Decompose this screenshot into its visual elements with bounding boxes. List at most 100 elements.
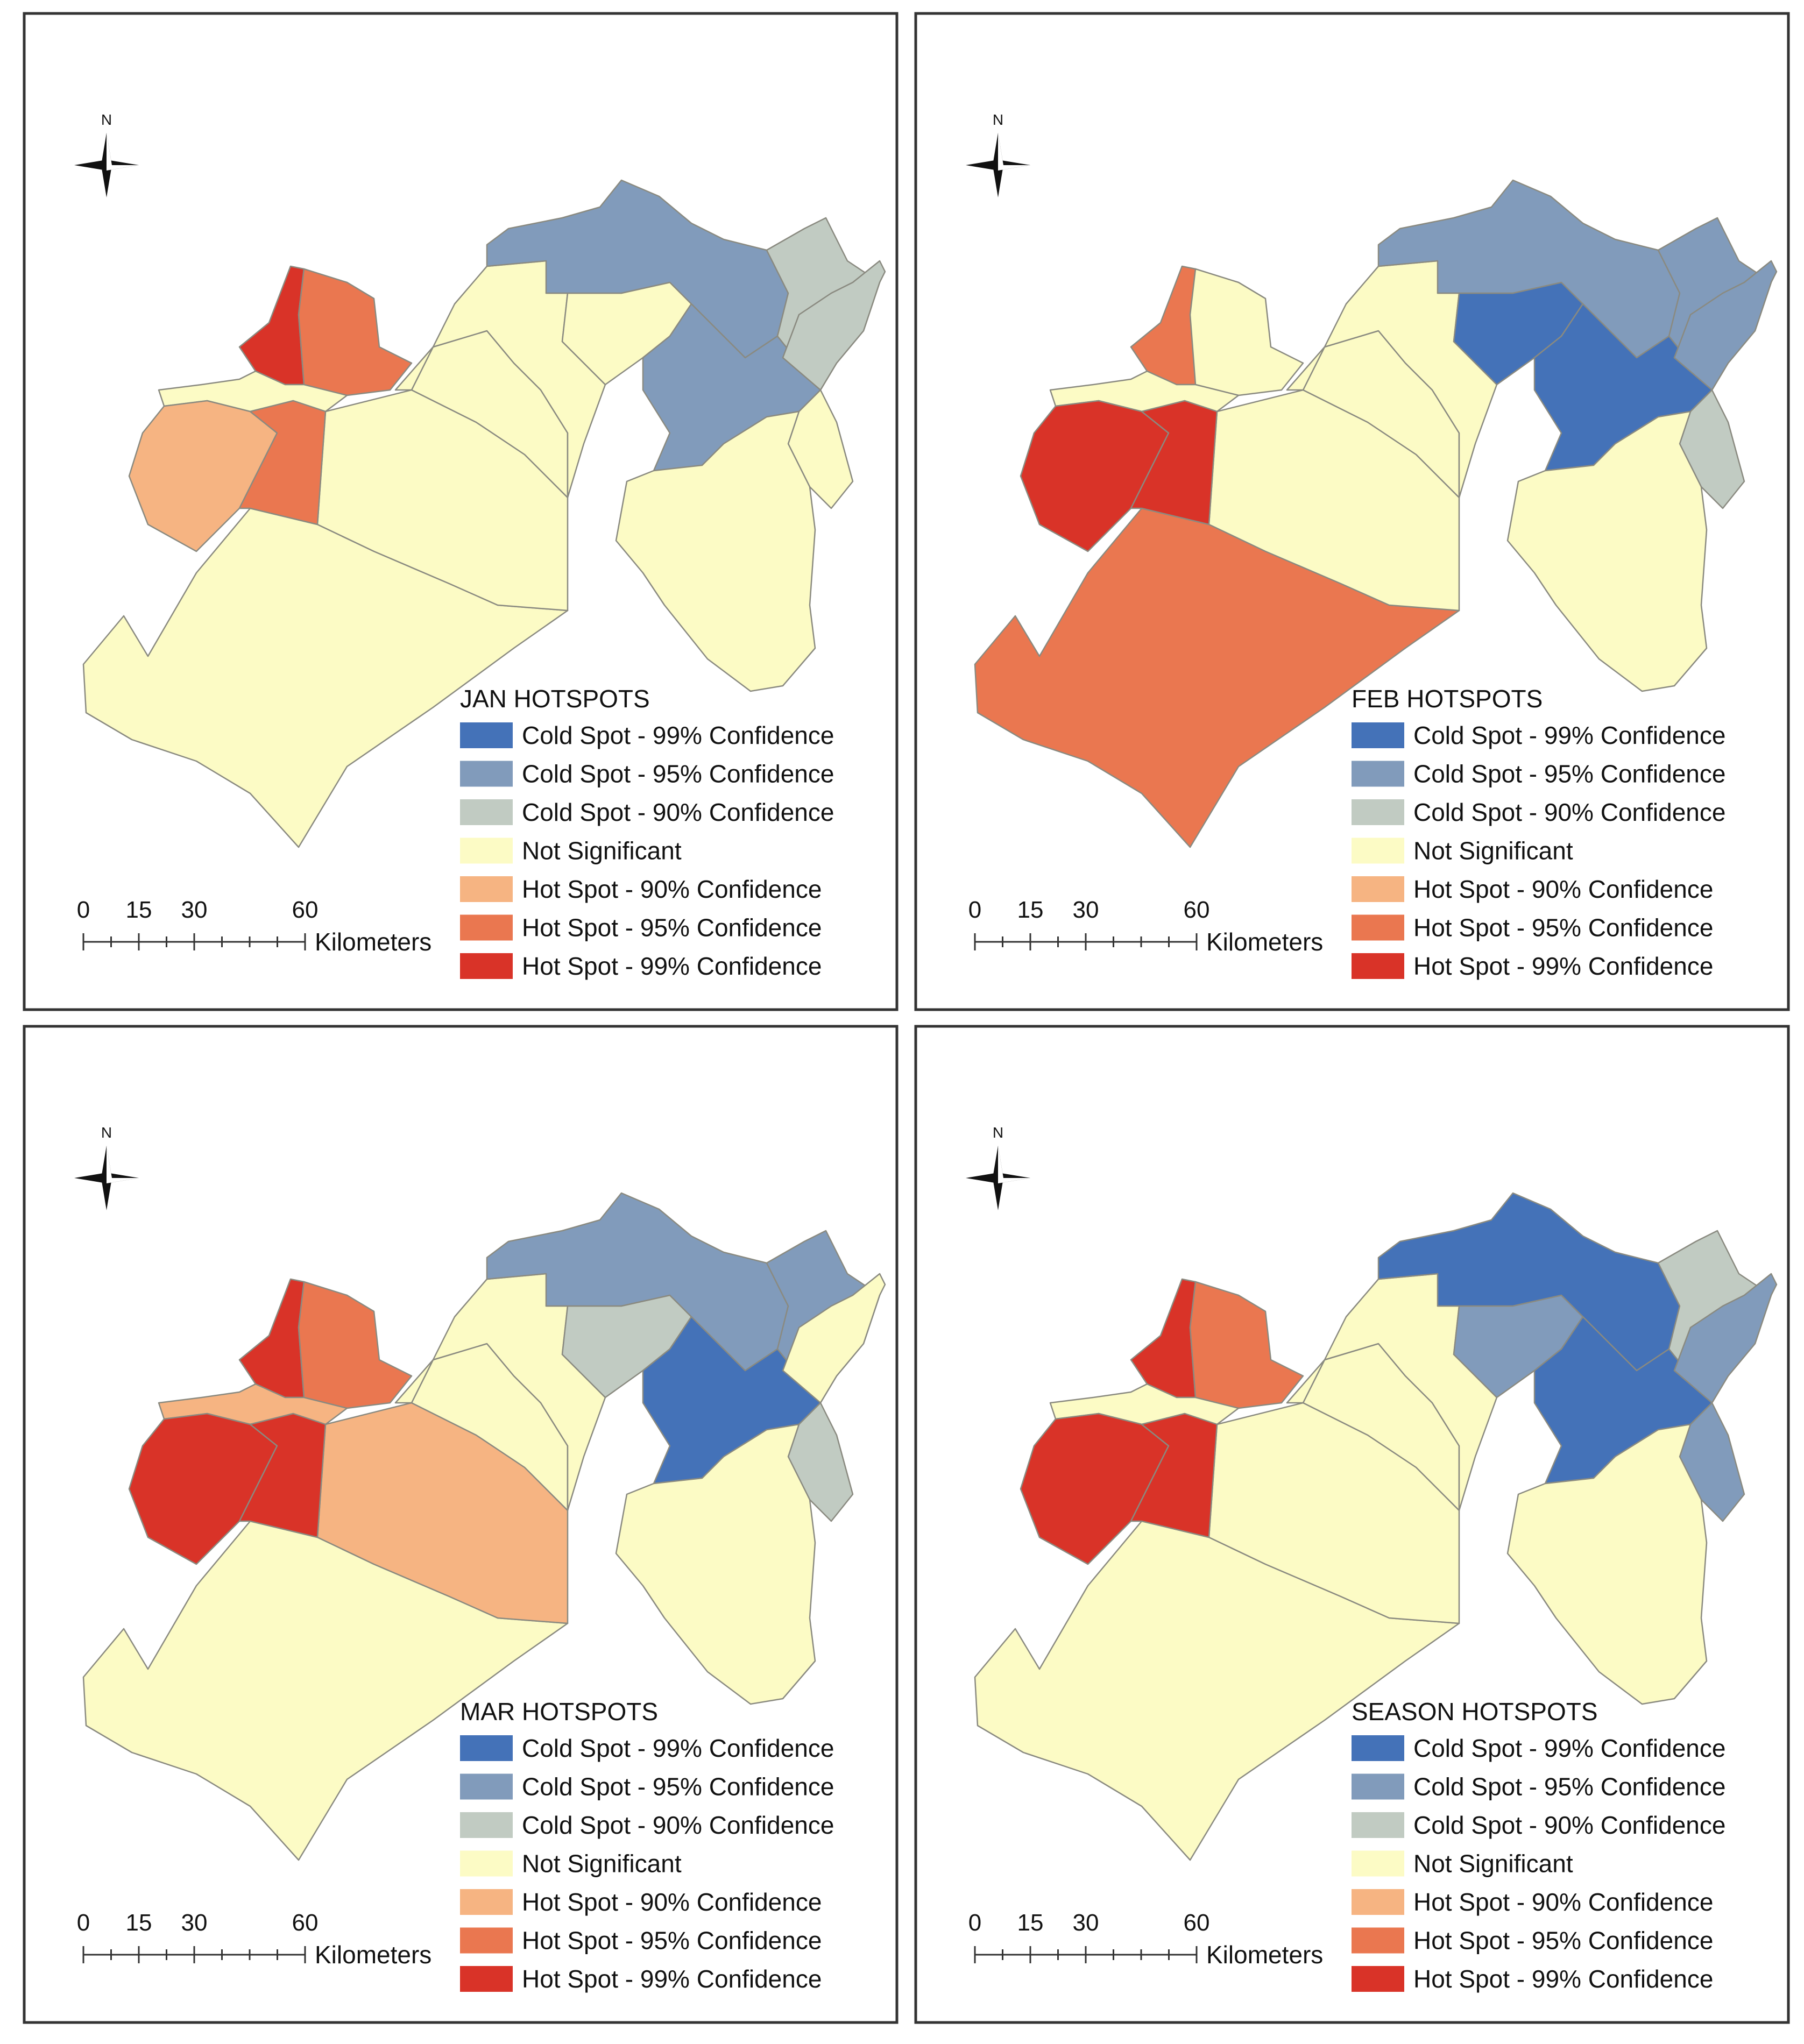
legend-label-cold99: Cold Spot - 99% Confidence	[1413, 721, 1725, 749]
legend-title: SEASON HOTSPOTS	[1352, 1698, 1598, 1726]
legend-swatch-cold90	[460, 799, 513, 825]
map-regions	[82, 179, 886, 848]
scale-bar: 0 15 30 60 Kilometers	[968, 1910, 1324, 1969]
legend-swatch-cold99	[1352, 1735, 1404, 1761]
scale-unit-label: Kilometers	[1206, 928, 1323, 956]
north-arrow-icon: N	[74, 1124, 139, 1210]
legend-label-hot90: Hot Spot - 90% Confidence	[1413, 875, 1713, 903]
north-arrow-icon: N	[966, 111, 1030, 197]
map-panel-4: N 0 15 30 60 Kilometers SEASON HOTSPOTS Cold Sp…	[914, 1025, 1790, 2024]
legend-swatch-hot95	[1352, 1927, 1404, 1954]
legend-label-cold90: Cold Spot - 90% Confidence	[522, 798, 834, 826]
legend-swatch-hot99	[460, 953, 513, 979]
scale-tick-label: 15	[126, 1910, 152, 1936]
scale-tick-label: 60	[1184, 897, 1210, 923]
north-arrow-icon: N	[74, 111, 139, 197]
legend-swatch-hot95	[460, 914, 513, 941]
map-region-ne_far	[1673, 260, 1778, 391]
map-region-north_band	[1286, 1273, 1498, 1511]
legend-swatch-hot99	[1352, 953, 1404, 979]
legend-label-notsig: Not Significant	[522, 1850, 682, 1878]
legend-label-hot90: Hot Spot - 90% Confidence	[1413, 1888, 1713, 1916]
legend-label-hot90: Hot Spot - 90% Confidence	[522, 1888, 822, 1916]
legend-label-notsig: Not Significant	[1413, 837, 1573, 865]
legend-label-hot95: Hot Spot - 95% Confidence	[1413, 1927, 1713, 1955]
legend: SEASON HOTSPOTS Cold Spot - 99% Confidenc…	[1352, 1698, 1725, 1993]
legend-label-hot99: Hot Spot - 99% Confidence	[1413, 1965, 1713, 1993]
scale-tick-label: 30	[181, 1910, 208, 1936]
legend-label-hot90: Hot Spot - 90% Confidence	[522, 875, 822, 903]
map-region-ne_far	[782, 1273, 886, 1404]
legend-swatch-hot90	[1352, 876, 1404, 902]
legend-swatch-cold90	[1352, 1812, 1404, 1838]
legend-swatch-cold95	[1352, 1773, 1404, 1800]
map-region-city_core	[1130, 400, 1218, 526]
scale-bar: 0 15 30 60 Kilometers	[77, 897, 432, 956]
legend-label-hot95: Hot Spot - 95% Confidence	[522, 914, 822, 942]
legend: FEB HOTSPOTS Cold Spot - 99% Confidence Co…	[1352, 685, 1725, 980]
map-region-se_south	[1506, 1423, 1708, 1705]
map-region-north_band	[394, 1273, 606, 1511]
map-region-nw_rect	[1189, 268, 1304, 396]
north-label: N	[101, 1124, 112, 1141]
scale-unit-label: Kilometers	[315, 1941, 431, 1969]
legend-label-cold99: Cold Spot - 99% Confidence	[522, 1734, 834, 1762]
map-regions	[974, 179, 1778, 848]
legend-swatch-cold95	[1352, 761, 1404, 787]
legend-swatch-hot95	[1352, 914, 1404, 941]
legend-swatch-cold95	[460, 1773, 513, 1800]
map-region-ne_far	[1673, 1273, 1778, 1404]
map-region-city_core	[238, 400, 327, 526]
legend-swatch-hot99	[1352, 1966, 1404, 1992]
scale-tick-label: 0	[968, 1910, 981, 1936]
legend-swatch-cold99	[1352, 722, 1404, 748]
map-region-nw_rect	[1189, 1281, 1304, 1409]
scale-tick-label: 30	[1073, 1910, 1099, 1936]
map-region-north_band	[394, 260, 606, 499]
north-arrow-icon: N	[966, 1124, 1030, 1210]
scale-tick-label: 60	[292, 897, 319, 923]
legend-label-notsig: Not Significant	[522, 837, 682, 865]
legend-swatch-cold99	[460, 722, 513, 748]
scale-tick-label: 15	[1017, 1910, 1044, 1936]
legend-title: MAR HOTSPOTS	[460, 1698, 658, 1726]
legend-swatch-notsig	[1352, 838, 1404, 864]
scale-tick-label: 15	[1017, 897, 1044, 923]
legend-swatch-hot90	[460, 876, 513, 902]
legend-label-cold90: Cold Spot - 90% Confidence	[1413, 798, 1725, 826]
legend-label-cold95: Cold Spot - 95% Confidence	[1413, 1773, 1725, 1801]
legend-label-cold99: Cold Spot - 99% Confidence	[522, 721, 834, 749]
legend-label-cold95: Cold Spot - 95% Confidence	[522, 1773, 834, 1801]
legend-label-cold90: Cold Spot - 90% Confidence	[1413, 1811, 1725, 1839]
legend-swatch-hot90	[460, 1889, 513, 1915]
legend-label-hot99: Hot Spot - 99% Confidence	[522, 1965, 822, 1993]
legend-label-hot95: Hot Spot - 95% Confidence	[522, 1927, 822, 1955]
legend-swatch-hot95	[460, 1927, 513, 1954]
legend-label-hot99: Hot Spot - 99% Confidence	[1413, 952, 1713, 980]
scale-tick-label: 30	[181, 897, 208, 923]
legend-swatch-cold95	[460, 761, 513, 787]
scale-unit-label: Kilometers	[315, 928, 431, 956]
map-region-city_core	[1130, 1413, 1218, 1538]
scale-tick-label: 60	[292, 1910, 319, 1936]
legend: JAN HOTSPOTS Cold Spot - 99% Confidence Co…	[460, 685, 834, 980]
legend-swatch-notsig	[460, 1850, 513, 1877]
map-region-nw_rect	[298, 268, 413, 396]
map-region-north_band	[1286, 260, 1498, 499]
north-label: N	[993, 111, 1003, 128]
legend-label-notsig: Not Significant	[1413, 1850, 1573, 1878]
scale-tick-label: 60	[1184, 1910, 1210, 1936]
legend: MAR HOTSPOTS Cold Spot - 99% Confidence Co…	[460, 1698, 834, 1993]
map-region-nw_rect	[298, 1281, 413, 1409]
map-panel-1: N 0 15 30 60 Kilometers JAN HOTSPOTS Cold Spot …	[23, 12, 899, 1011]
north-label: N	[993, 1124, 1003, 1141]
map-region-se_south	[1506, 410, 1708, 692]
legend-label-hot95: Hot Spot - 95% Confidence	[1413, 914, 1713, 942]
map-regions	[82, 1192, 886, 1861]
scale-tick-label: 0	[77, 1910, 90, 1936]
scale-unit-label: Kilometers	[1206, 1941, 1323, 1969]
scale-tick-label: 30	[1073, 897, 1099, 923]
scale-tick-label: 0	[77, 897, 90, 923]
legend-label-cold95: Cold Spot - 95% Confidence	[522, 760, 834, 788]
map-region-city_core	[238, 1413, 327, 1538]
